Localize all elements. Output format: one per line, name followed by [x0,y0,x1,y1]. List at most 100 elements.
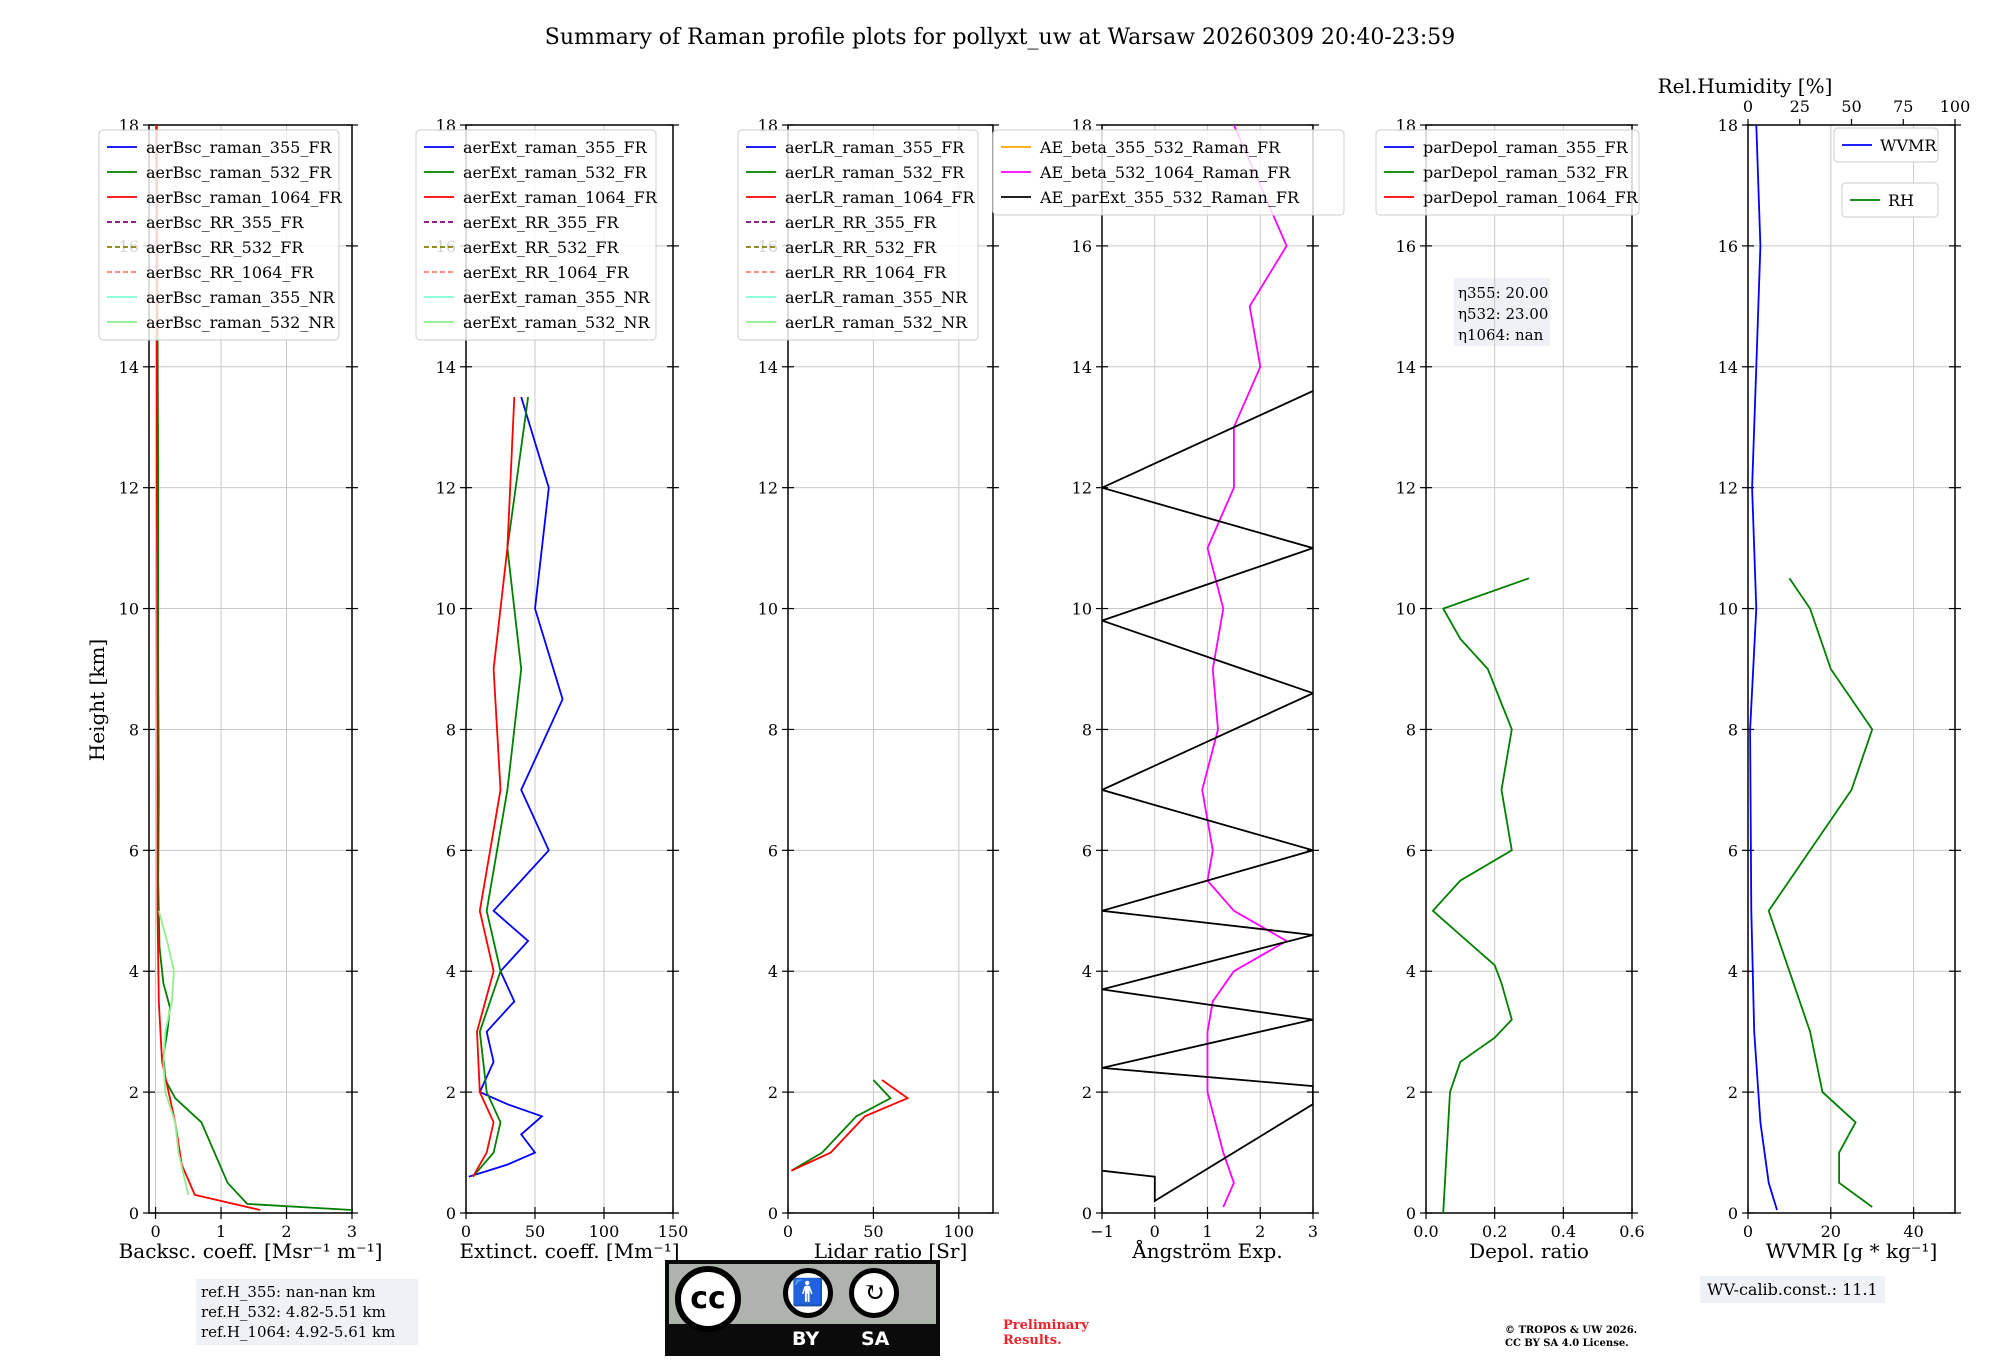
plot-frame [465,124,674,1214]
legend-label: AE_beta_355_532_Raman_FR [1039,138,1281,157]
legend-label: aerBsc_raman_1064_FR [146,188,343,207]
series-line-AE_parExt_355_532_Raman_FR [1102,390,1313,1203]
series-line-aerLR_raman_532_FR [790,1079,892,1172]
x-tick-label: 0.4 [1551,1222,1576,1241]
y-tick-label: 0 [1728,1204,1738,1223]
x-axis-label: Lidar ratio [Sr] [814,1239,968,1263]
legend-label: aerLR_raman_1064_FR [785,188,975,207]
y-tick-label: 2 [446,1083,456,1102]
plot-frame [1747,124,1956,1214]
y-tick-label: 14 [119,358,139,377]
series-line-aerExt_raman_355_FR [468,396,564,1178]
x-tick-label: 3 [1308,1222,1318,1241]
y-tick-label: 2 [1728,1083,1738,1102]
y-tick-label: 12 [1072,479,1092,498]
x-tick-label: −1 [1090,1222,1114,1241]
y-tick-label: 14 [1718,358,1738,377]
plot-frame [787,124,994,1214]
cc-by-label: BY [792,1328,820,1350]
chart-panel-2: 024681012141618050100150Extinct. coeff. … [415,116,689,1263]
legend-label: aerExt_raman_532_FR [463,163,648,182]
rh-tick-label: 25 [1790,97,1810,116]
y-tick-label: 12 [436,479,456,498]
legend-box-rh [1841,182,1939,218]
eta-line-1064: η1064: nan [1458,326,1544,344]
y-tick-label: 6 [1082,841,1092,860]
preliminary-notice: Preliminary Results. [1003,1318,1089,1348]
ref-height-355: ref.H_355: nan-nan km [201,1283,376,1301]
x-tick-label: 0 [1743,1222,1753,1241]
legend-label: aerBsc_raman_532_FR [146,163,332,182]
legend-label: aerExt_raman_355_NR [463,288,651,307]
reference-height-box: ref.H_355: nan-nan km ref.H_532: 4.82-5.… [196,1279,418,1345]
x-tick-label: 40 [1903,1222,1923,1241]
x-tick-label: 20 [1821,1222,1841,1241]
x-tick-label: 50 [525,1222,545,1241]
series-line-aerLR_raman_1064_FR [791,1079,910,1172]
y-tick-label: 2 [768,1083,778,1102]
rh-axis-label: Rel.Humidity [%] [1658,74,1833,98]
preliminary-line-1: Preliminary [1003,1318,1089,1333]
legend-box [98,129,340,341]
x-tick-label: 0 [461,1222,471,1241]
y-tick-label: 12 [758,479,778,498]
y-tick-label: 8 [1406,720,1416,739]
plot-frame [1101,124,1314,1214]
ref-height-532: ref.H_532: 4.82-5.51 km [201,1303,386,1321]
cc-license-badge: cc 🚹 ↻ BY SA [665,1260,940,1356]
legend-label: aerBsc_raman_355_FR [146,138,332,157]
x-axis-label: Backsc. coeff. [Msr⁻¹ m⁻¹] [119,1239,383,1263]
legend-label: aerLR_RR_532_FR [785,238,937,257]
wv-calibration-box: WV-calib.const.: 11.1 [1700,1276,1885,1303]
y-tick-label: 10 [119,600,139,619]
y-tick-label: 18 [1718,116,1738,135]
y-tick-label: 4 [1082,962,1092,981]
legend-label: aerLR_RR_1064_FR [785,263,947,282]
y-tick-label: 10 [1396,600,1416,619]
x-tick-label: 150 [658,1222,689,1241]
x-tick-label: 3 [347,1222,357,1241]
y-tick-label: 8 [446,720,456,739]
legend-label: WVMR [1880,136,1937,155]
y-tick-label: 6 [768,841,778,860]
legend-label: aerExt_raman_1064_FR [463,188,658,207]
series-line-aerBsc_raman_532_NR [157,910,190,1196]
y-tick-label: 2 [1406,1083,1416,1102]
attribution-person-icon: 🚹 [783,1268,833,1318]
y-tick-label: 12 [119,479,139,498]
legend-label: aerLR_raman_355_FR [785,138,965,157]
x-axis-label: WVMR [g * kg⁻¹] [1766,1239,1938,1263]
series-line-aerExt_raman_532_FR [472,396,529,1178]
y-tick-label: 4 [1406,962,1416,981]
ref-height-1064: ref.H_1064: 4.92-5.61 km [201,1323,396,1341]
rh-tick-label: 75 [1893,97,1913,116]
x-tick-label: 0.2 [1482,1222,1507,1241]
legend-label: AE_beta_532_1064_Raman_FR [1039,163,1291,182]
legend-label: aerLR_RR_355_FR [785,213,937,232]
y-tick-label: 0 [1082,1204,1092,1223]
share-alike-icon: ↻ [849,1268,899,1318]
cc-sa-label: SA [861,1328,890,1350]
y-tick-label: 12 [1396,479,1416,498]
y-tick-label: 6 [446,841,456,860]
x-axis-label: Ångström Exp. [1131,1238,1282,1263]
y-tick-label: 0 [768,1204,778,1223]
x-tick-label: 2 [281,1222,291,1241]
copyright-line-1: © TROPOS & UW 2026. [1505,1325,1638,1336]
legend-label: parDepol_raman_355_FR [1423,138,1629,157]
x-tick-label: 1 [216,1222,226,1241]
figure-title: Summary of Raman profile plots for polly… [545,25,1455,50]
plot-frame [1425,124,1633,1214]
legend-label: aerLR_raman_355_NR [785,288,968,307]
series-line-parDepol_raman_532_FR [1431,577,1530,1213]
legend-label: AE_parExt_355_532_Raman_FR [1039,188,1300,207]
y-tick-label: 14 [1396,358,1416,377]
legend-label: aerExt_raman_355_FR [463,138,648,157]
y-tick-label: 10 [1718,600,1738,619]
legend-label: aerBsc_raman_532_NR [146,313,335,332]
legend-box [992,129,1345,216]
